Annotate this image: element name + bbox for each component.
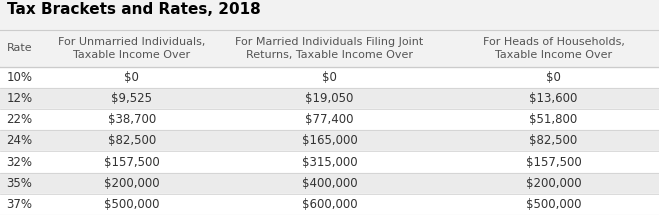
Bar bbox=[0, 88, 659, 109]
Text: $157,500: $157,500 bbox=[104, 155, 159, 169]
Text: 12%: 12% bbox=[7, 92, 33, 105]
Text: $0: $0 bbox=[125, 71, 139, 84]
Text: $82,500: $82,500 bbox=[107, 134, 156, 147]
Bar bbox=[0, 30, 659, 67]
Text: 24%: 24% bbox=[7, 134, 33, 147]
Text: $600,000: $600,000 bbox=[302, 198, 357, 211]
Text: $165,000: $165,000 bbox=[302, 134, 357, 147]
Text: $9,525: $9,525 bbox=[111, 92, 152, 105]
Text: $200,000: $200,000 bbox=[104, 177, 159, 190]
Text: $82,500: $82,500 bbox=[529, 134, 578, 147]
Text: $77,400: $77,400 bbox=[305, 113, 354, 126]
Text: $400,000: $400,000 bbox=[302, 177, 357, 190]
Text: $0: $0 bbox=[546, 71, 561, 84]
Bar bbox=[0, 130, 659, 151]
Text: For Married Individuals Filing Joint
Returns, Taxable Income Over: For Married Individuals Filing Joint Ret… bbox=[235, 37, 424, 60]
Text: 10%: 10% bbox=[7, 71, 32, 84]
Text: $157,500: $157,500 bbox=[526, 155, 581, 169]
Text: $51,800: $51,800 bbox=[529, 113, 578, 126]
Text: $315,000: $315,000 bbox=[302, 155, 357, 169]
Text: $13,600: $13,600 bbox=[529, 92, 578, 105]
Text: Rate: Rate bbox=[7, 43, 32, 53]
Text: $19,050: $19,050 bbox=[305, 92, 354, 105]
Bar bbox=[0, 151, 659, 173]
Text: 22%: 22% bbox=[7, 113, 33, 126]
Text: For Unmarried Individuals,
Taxable Income Over: For Unmarried Individuals, Taxable Incom… bbox=[58, 37, 206, 60]
Text: $500,000: $500,000 bbox=[104, 198, 159, 211]
Bar bbox=[0, 67, 659, 88]
Text: $38,700: $38,700 bbox=[107, 113, 156, 126]
Text: Tax Brackets and Rates, 2018: Tax Brackets and Rates, 2018 bbox=[7, 2, 260, 17]
Text: 32%: 32% bbox=[7, 155, 32, 169]
Text: 37%: 37% bbox=[7, 198, 32, 211]
Bar bbox=[0, 109, 659, 130]
Text: 35%: 35% bbox=[7, 177, 32, 190]
Text: For Heads of Households,
Taxable Income Over: For Heads of Households, Taxable Income … bbox=[482, 37, 625, 60]
Bar bbox=[0, 173, 659, 194]
Bar bbox=[0, 194, 659, 215]
Text: $0: $0 bbox=[322, 71, 337, 84]
Text: $500,000: $500,000 bbox=[526, 198, 581, 211]
Text: $200,000: $200,000 bbox=[526, 177, 581, 190]
